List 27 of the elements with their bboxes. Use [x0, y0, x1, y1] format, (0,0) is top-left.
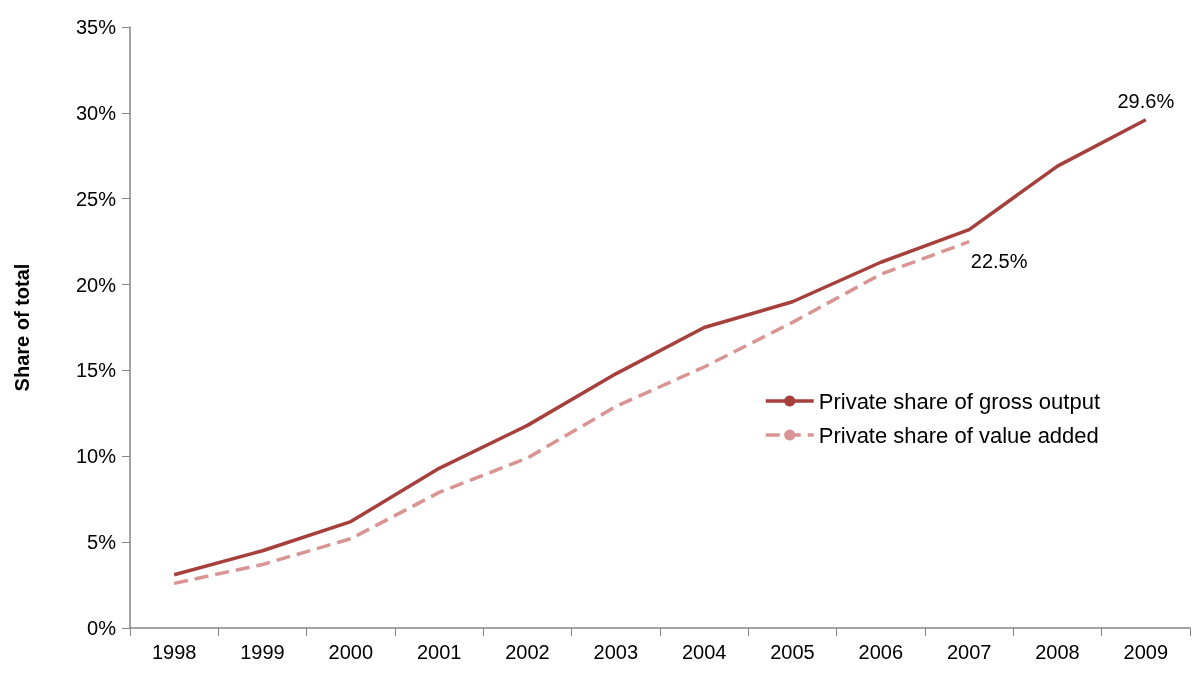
y-tick-label: 15%	[75, 359, 117, 382]
legend-label: Private share of value added	[818, 422, 1099, 448]
x-tick-label: 1998	[151, 641, 197, 663]
x-tick-label: 2005	[770, 641, 815, 663]
x-tick-label: 2003	[593, 641, 639, 663]
legend-label: Private share of gross output	[818, 388, 1100, 414]
x-tick-label: 2000	[328, 641, 374, 663]
x-tick-label: 2002	[505, 641, 550, 663]
x-tick-label: 2006	[858, 641, 904, 663]
line-series	[172, 117, 1148, 577]
data-label: 22.5%	[970, 249, 1028, 272]
y-tick-label: 25%	[75, 187, 117, 210]
y-axis-title: Share of total	[11, 263, 33, 392]
y-tick-label: 20%	[75, 273, 117, 296]
y-tick-label: 10%	[75, 445, 117, 468]
line-series	[172, 239, 971, 586]
x-tick-label: 2009	[1123, 641, 1169, 663]
y-tick-label: 30%	[75, 101, 117, 124]
x-tick-label: 2001	[416, 641, 462, 663]
y-tick-label: 0%	[87, 617, 117, 639]
y-tick-label: 5%	[87, 531, 117, 554]
x-tick-label: 2008	[1035, 641, 1080, 663]
x-tick-label: 2007	[946, 641, 992, 663]
x-tick-label: 1999	[240, 641, 285, 663]
x-tick-label: 2004	[681, 641, 727, 663]
data-label: 29.6%	[1117, 89, 1175, 112]
y-tick-label: 35%	[75, 16, 117, 38]
